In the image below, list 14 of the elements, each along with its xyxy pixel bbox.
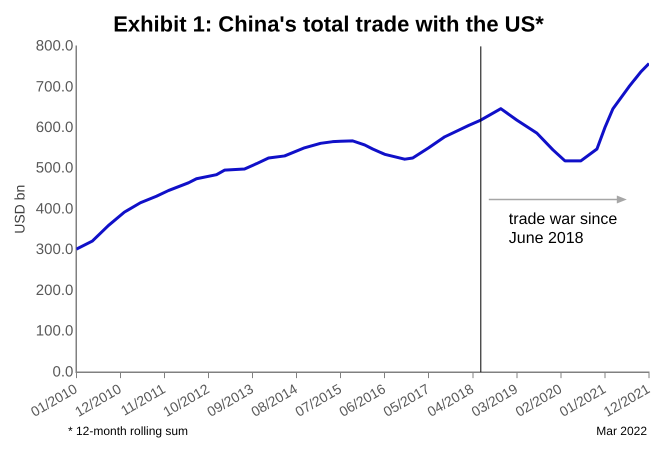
y-tick-label: 300.0 — [36, 241, 74, 258]
text: * 12-month rolling sum — [68, 424, 188, 438]
y-tick-label: 500.0 — [36, 160, 74, 177]
y-axis-title: USD bn — [11, 184, 28, 234]
y-tick-label: 200.0 — [36, 282, 74, 299]
ref-line-label: trade war since June 2018 — [508, 210, 618, 247]
y-tick-label: 600.0 — [36, 118, 74, 136]
y-tick-label: 400.0 — [36, 200, 74, 218]
y-tick-label: 700.0 — [36, 78, 74, 96]
y-tick-label: 100.0 — [36, 322, 74, 340]
text: Mar 2022 — [596, 424, 647, 438]
chart-title: Exhibit 1: China's total trade with the US* — [113, 11, 544, 36]
y-tick-label: 0.0 — [52, 363, 74, 380]
y-tick-label: 800.0 — [36, 38, 74, 55]
